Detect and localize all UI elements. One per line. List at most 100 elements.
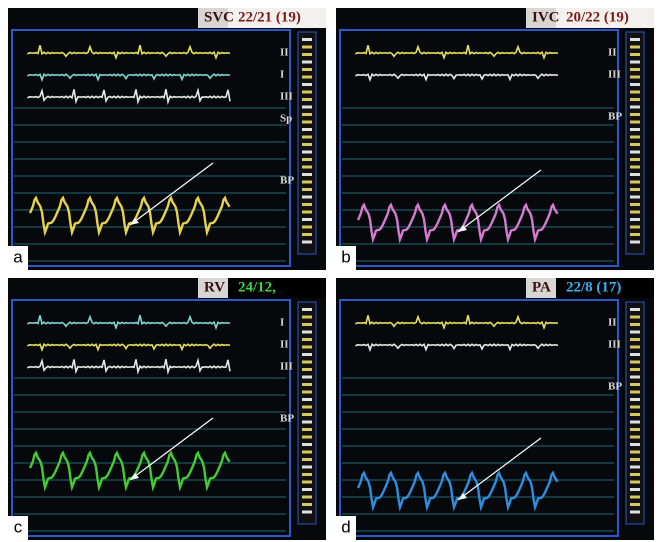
side-readout bbox=[630, 421, 640, 424]
side-readout bbox=[302, 466, 312, 469]
side-readout bbox=[630, 121, 640, 124]
side-readout bbox=[302, 421, 312, 424]
side-readout bbox=[630, 91, 640, 94]
side-readout bbox=[630, 496, 640, 499]
side-readout bbox=[302, 458, 312, 461]
side-readout bbox=[630, 451, 640, 454]
side-readout bbox=[302, 241, 312, 244]
side-readout bbox=[302, 61, 312, 64]
side-readout bbox=[630, 83, 640, 86]
side-readout bbox=[302, 323, 312, 326]
side-readout bbox=[630, 383, 640, 386]
side-readout bbox=[302, 91, 312, 94]
side-readout bbox=[302, 113, 312, 116]
side-readout bbox=[302, 511, 312, 514]
lead-label: III bbox=[608, 339, 621, 351]
side-readout bbox=[630, 143, 640, 146]
pressure-value: 24/12, bbox=[238, 279, 276, 295]
side-readout bbox=[630, 106, 640, 109]
screen bbox=[336, 8, 654, 270]
side-readout bbox=[630, 323, 640, 326]
side-readout bbox=[630, 53, 640, 56]
side-readout bbox=[630, 136, 640, 139]
side-readout bbox=[302, 128, 312, 131]
side-readout bbox=[302, 151, 312, 154]
side-readout bbox=[302, 68, 312, 71]
side-readout bbox=[630, 226, 640, 229]
site-label: PA bbox=[532, 279, 551, 295]
side-readout bbox=[302, 503, 312, 506]
side-readout bbox=[630, 406, 640, 409]
side-readout bbox=[630, 158, 640, 161]
side-readout bbox=[302, 83, 312, 86]
side-readout bbox=[302, 38, 312, 41]
lead-label: II bbox=[280, 339, 289, 351]
side-readout bbox=[302, 481, 312, 484]
side-readout bbox=[302, 413, 312, 416]
side-readout bbox=[630, 331, 640, 334]
side-readout bbox=[302, 196, 312, 199]
side-readout bbox=[630, 413, 640, 416]
side-readout bbox=[302, 181, 312, 184]
lead-label: I bbox=[280, 69, 284, 81]
lead-label: III bbox=[608, 69, 621, 81]
side-readout bbox=[630, 98, 640, 101]
side-readout bbox=[302, 361, 312, 364]
side-readout bbox=[630, 488, 640, 491]
side-readout bbox=[630, 398, 640, 401]
side-readout bbox=[630, 346, 640, 349]
side-readout bbox=[630, 181, 640, 184]
side-readout bbox=[630, 436, 640, 439]
lead-label: BP bbox=[608, 381, 622, 393]
side-readout bbox=[630, 473, 640, 476]
side-readout bbox=[630, 46, 640, 49]
side-readout bbox=[302, 406, 312, 409]
lead-label: BP bbox=[280, 413, 294, 425]
lead-label: BP bbox=[280, 175, 294, 187]
side-readout bbox=[630, 466, 640, 469]
side-readout bbox=[630, 503, 640, 506]
site-label: RV bbox=[204, 279, 225, 295]
panel-letter: a bbox=[13, 247, 23, 266]
side-readout bbox=[302, 53, 312, 56]
side-readout bbox=[630, 173, 640, 176]
side-readout bbox=[630, 361, 640, 364]
side-readout bbox=[302, 218, 312, 221]
side-readout bbox=[302, 443, 312, 446]
side-readout bbox=[630, 188, 640, 191]
side-readout bbox=[302, 436, 312, 439]
side-readout bbox=[302, 226, 312, 229]
side-readout bbox=[302, 166, 312, 169]
side-readout bbox=[630, 113, 640, 116]
side-readout bbox=[302, 473, 312, 476]
side-readout bbox=[630, 203, 640, 206]
lead-label: I bbox=[280, 317, 284, 329]
monitor-panel: IIIIIISpBPSVC22/21 (19)a bbox=[8, 8, 326, 270]
panel-letter: d bbox=[341, 517, 350, 536]
side-readout bbox=[302, 188, 312, 191]
side-readout bbox=[630, 233, 640, 236]
side-readout bbox=[302, 233, 312, 236]
side-readout bbox=[630, 68, 640, 71]
side-readout bbox=[302, 158, 312, 161]
side-readout bbox=[630, 368, 640, 371]
side-readout bbox=[302, 428, 312, 431]
side-readout bbox=[630, 76, 640, 79]
side-readout bbox=[302, 136, 312, 139]
side-readout bbox=[630, 443, 640, 446]
pressure-value: 20/22 (19) bbox=[566, 9, 629, 25]
side-readout bbox=[630, 376, 640, 379]
side-readout bbox=[302, 331, 312, 334]
lead-label: II bbox=[608, 47, 617, 59]
side-readout bbox=[630, 338, 640, 341]
side-readout bbox=[630, 391, 640, 394]
side-readout bbox=[630, 196, 640, 199]
lead-label: Sp bbox=[280, 113, 292, 125]
screen bbox=[8, 8, 326, 270]
lead-label: II bbox=[608, 317, 617, 329]
figure: IIIIIISpBPSVC22/21 (19)aIIIIIBPIVC20/22 … bbox=[0, 0, 660, 542]
side-readout bbox=[302, 203, 312, 206]
side-readout bbox=[630, 308, 640, 311]
side-readout bbox=[302, 368, 312, 371]
